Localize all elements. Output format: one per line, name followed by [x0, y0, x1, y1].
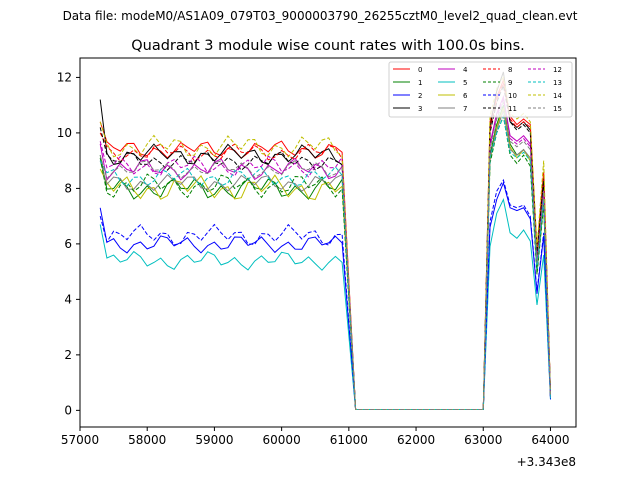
legend-label-14: 14 [553, 92, 562, 100]
legend-label-5: 5 [463, 79, 467, 87]
legend-label-1: 1 [418, 79, 422, 87]
series-line-8 [99, 81, 551, 410]
legend-label-10: 10 [508, 92, 517, 100]
legend-label-11: 11 [508, 105, 517, 113]
legend-label-13: 13 [553, 79, 562, 87]
plot-frame [79, 57, 577, 428]
series-line-3 [99, 71, 551, 410]
x-axis-ticks: 57000 58000 59000 60000 61000 62000 63000 64000 [61, 427, 570, 447]
legend-label-8: 8 [508, 66, 512, 74]
legend-label-2: 2 [418, 92, 422, 100]
series-line-4 [99, 94, 551, 410]
series-line-7 [99, 110, 551, 410]
y-tick-label: 8 [64, 181, 72, 195]
y-tick-label: 12 [57, 70, 72, 84]
series-line-0 [99, 78, 551, 410]
y-tick-label: 10 [57, 126, 72, 140]
y-axis-ticks: 0 2 4 6 8 10 12 [57, 70, 80, 417]
legend-label-6: 6 [463, 92, 468, 100]
series-line-1 [99, 105, 551, 410]
legend-label-9: 9 [508, 79, 512, 87]
chart-title: Quadrant 3 module wise count rates with … [131, 38, 525, 54]
plot-lines [99, 71, 551, 410]
legend-label-0: 0 [418, 66, 422, 74]
y-tick-label: 4 [64, 292, 72, 306]
x-tick-label: 60000 [263, 433, 301, 447]
x-tick-label: 61000 [330, 433, 368, 447]
figure-suptitle: Data file: modeM0/AS1A09_079T03_90000037… [63, 9, 578, 23]
series-line-6 [99, 107, 551, 410]
series-line-9 [99, 114, 551, 410]
legend-label-4: 4 [463, 66, 468, 74]
y-tick-label: 2 [64, 348, 72, 362]
x-tick-label: 63000 [464, 433, 502, 447]
x-offset-label: +3.343e8 [517, 455, 576, 469]
x-tick-label: 58000 [128, 433, 166, 447]
legend-label-7: 7 [463, 105, 467, 113]
series-line-15 [99, 100, 551, 410]
series-line-2 [99, 181, 551, 410]
x-tick-label: 62000 [397, 433, 435, 447]
legend-label-3: 3 [418, 105, 422, 113]
x-tick-label: 59000 [195, 433, 233, 447]
x-tick-label: 64000 [531, 433, 569, 447]
y-tick-label: 6 [64, 237, 72, 251]
x-tick-label: 57000 [61, 433, 99, 447]
legend-label-15: 15 [553, 105, 562, 113]
series-line-13 [99, 114, 551, 410]
series-line-11 [99, 83, 551, 410]
legend-label-12: 12 [553, 66, 562, 74]
y-tick-label: 0 [64, 403, 72, 417]
series-line-5 [99, 197, 551, 410]
legend-box [388, 61, 573, 118]
series-line-10 [99, 178, 551, 410]
series-line-12 [99, 97, 551, 410]
